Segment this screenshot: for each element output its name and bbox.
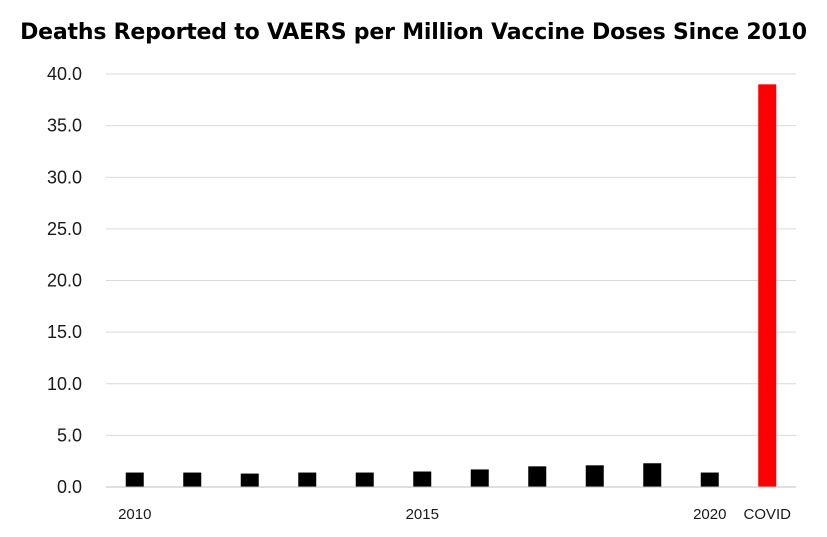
y-tick-label: 40.0 [47,64,82,84]
bar-2015 [413,471,432,487]
bar-2019 [643,463,662,487]
y-tick-label: 10.0 [47,374,82,394]
y-tick-label: 0.0 [57,477,82,497]
x-tick-label: 2020 [693,506,726,523]
y-tick-label: 30.0 [47,167,82,187]
bar-2013 [298,472,317,487]
y-tick-label: 35.0 [47,116,82,136]
x-tick-label: 2015 [406,506,439,523]
y-tick-label: 5.0 [57,425,82,445]
chart-title: Deaths Reported to VAERS per Million Vac… [20,20,807,45]
bar-2017 [528,466,547,487]
bar-2020 [700,472,719,487]
bar-2010 [125,472,144,487]
bar-2018 [585,465,604,487]
x-tick-labels: 2010 2015 2020 COVID [118,506,791,523]
y-tick-label: 25.0 [47,219,82,239]
x-tick-label: 2010 [118,506,151,523]
bar-2014 [355,472,374,487]
x-tick-label: COVID [743,506,791,523]
bar-2011 [183,472,202,487]
bar-2012 [240,473,259,487]
gridlines [106,73,796,436]
bar-2016 [470,469,489,487]
y-tick-label: 15.0 [47,322,82,342]
y-tick-label: 20.0 [47,271,82,291]
y-axis: 0.0 5.0 10.0 15.0 20.0 25.0 30.0 35.0 40.0 [47,64,82,497]
bar-covid [758,84,777,487]
bars [125,84,777,487]
